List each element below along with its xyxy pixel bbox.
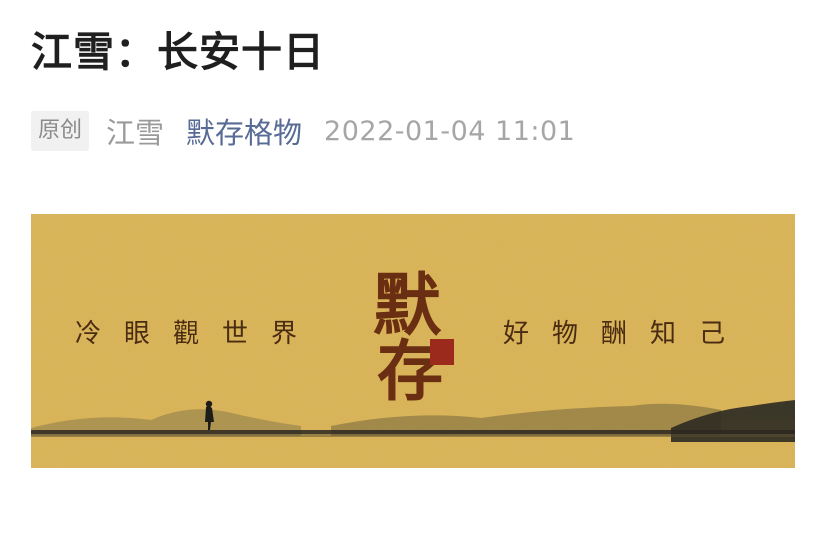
slogan-left: 冷眼觀世界 <box>75 317 320 351</box>
author-name: 江雪 <box>106 110 164 152</box>
article-title: 江雪：长安十日 <box>31 24 325 80</box>
publish-time: 2022-01-04 11:01 <box>324 116 575 147</box>
brand-char-mo: 默 <box>373 272 441 340</box>
horizon-line <box>31 430 795 434</box>
slogan-right: 好物酬知己 <box>503 317 748 351</box>
cover-banner[interactable]: 冷眼觀世界 默 存 好物酬知己 <box>31 214 795 468</box>
seal-stamp <box>430 339 454 365</box>
account-link[interactable]: 默存格物 <box>186 110 302 152</box>
original-badge: 原创 <box>31 111 89 151</box>
article-meta: 原创 江雪 默存格物 2022-01-04 11:01 <box>31 110 575 152</box>
shore-shadow <box>31 434 795 437</box>
